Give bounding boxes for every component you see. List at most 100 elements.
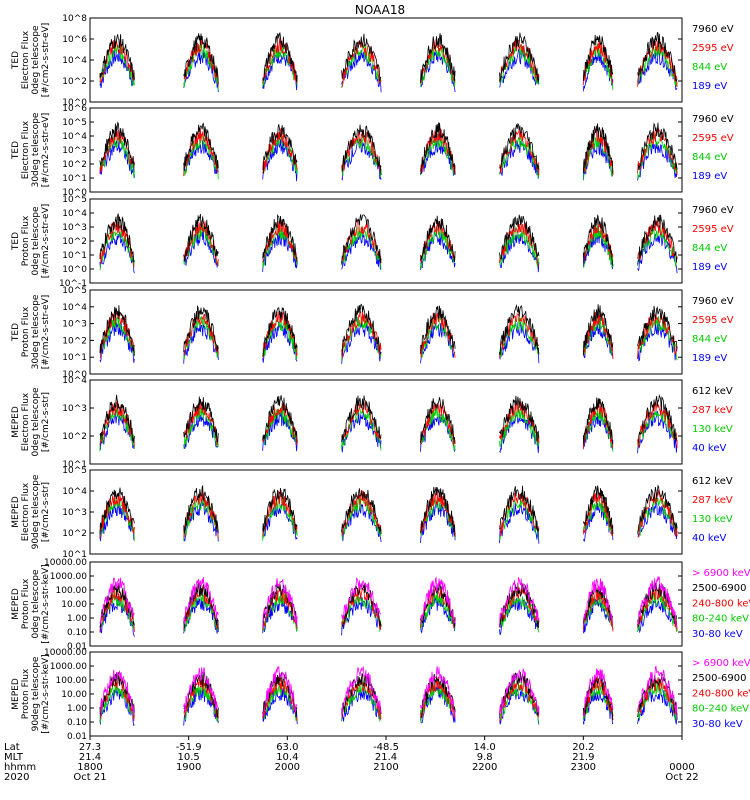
y-axis-label: TED	[11, 323, 21, 342]
legend-entry: 40 keV	[692, 533, 726, 544]
ytick-label: 1.00	[67, 614, 87, 624]
y-axis-label: Proton Flux	[21, 668, 31, 719]
panel-2: 10^0 10^1 10^2 10^3 10^4 10^5 10^6 TED Electron …	[11, 104, 734, 198]
ytick-label: 10^4	[62, 132, 87, 142]
ytick-label: 0.01	[67, 642, 87, 652]
legend-entry: 2595 eV	[692, 133, 734, 144]
x-row-label: Lat	[4, 742, 20, 753]
ytick-label: 1000.00	[50, 572, 87, 582]
legend-entry: 130 keV	[692, 424, 733, 435]
x-tick-label: 21.4	[375, 752, 397, 763]
series-line	[99, 494, 678, 542]
panel-frame	[89, 289, 683, 375]
y-axis-label: 90deg telescope	[31, 474, 41, 549]
y-axis-label: [#/cm2-s-str-keV]	[41, 564, 51, 643]
panel-4: 10^0 10^1 10^2 10^3 10^4 10^5 TED Proton Flux 30…	[11, 286, 734, 380]
panel-frame	[89, 379, 683, 465]
ytick-label: 10^2	[62, 77, 87, 87]
y-axis-label: TED	[11, 51, 21, 70]
legend-entry: 844 eV	[692, 334, 727, 345]
ytick-label: 0.01	[67, 732, 87, 742]
ytick-label: 10^4	[62, 56, 87, 66]
x-tick-label: Oct 21	[73, 772, 106, 783]
series-line	[99, 223, 678, 271]
x-row-label: MLT	[4, 752, 24, 763]
ytick-label: 10^8	[62, 14, 87, 24]
legend-entry: 80-240 keV	[692, 614, 749, 625]
legend-entry: 240-800 keV	[692, 598, 750, 609]
y-axis-label: 90deg telescope	[31, 656, 41, 731]
ytick-label: 10^6	[62, 104, 87, 114]
ytick-label: 100.00	[56, 586, 88, 596]
ytick-label: 0.10	[67, 628, 87, 638]
series-line	[99, 394, 678, 445]
legend-entry: 2595 eV	[692, 315, 734, 326]
x-tick-label: 21.9	[572, 752, 594, 763]
y-axis-label: MEPED	[11, 406, 21, 438]
legend-entry: 612 keV	[692, 476, 733, 487]
ytick-label: 10^2	[62, 336, 87, 346]
ytick-label: 10^6	[62, 35, 87, 45]
x-tick-label: 21.4	[79, 752, 101, 763]
ytick-label: 10^0	[62, 188, 87, 198]
legend-entry: 287 keV	[692, 495, 733, 506]
y-axis-label: MEPED	[11, 678, 21, 710]
x-tick-label: 14.0	[474, 742, 496, 753]
y-axis-label: [#/cm2-s-str-eV]	[41, 295, 51, 370]
ytick-label: 10^4	[62, 303, 87, 313]
legend-entry: 2500-6900	[692, 583, 747, 594]
ytick-label: 10^3	[62, 508, 87, 518]
ytick-label: 10^0	[62, 98, 87, 108]
ytick-label: 10^5	[62, 195, 87, 205]
x-row-label: hhmm	[4, 762, 36, 773]
legend-entry: 30-80 keV	[692, 629, 743, 640]
y-axis-label: 0deg telescope	[31, 569, 41, 639]
panel-frame	[89, 469, 683, 555]
legend-entry: > 6900 keV	[692, 658, 750, 669]
legend-entry: 7960 eV	[692, 296, 734, 307]
series-line	[99, 676, 678, 722]
y-axis-label: Proton Flux	[21, 306, 31, 357]
ytick-label: 10^3	[62, 223, 87, 233]
ytick-label: 10^1	[62, 251, 87, 261]
legend-entry: 40 keV	[692, 443, 726, 454]
ytick-label: 10^5	[62, 118, 87, 128]
legend-entry: 287 keV	[692, 405, 733, 416]
panel-5: 10^1 10^2 10^3 10^4 MEPED Electron Flux 0deg t…	[11, 376, 733, 470]
legend-entry: 80-240 keV	[692, 704, 749, 715]
series-line	[99, 670, 678, 721]
ytick-label: 10^2	[62, 237, 87, 247]
legend-entry: > 6900 keV	[692, 568, 750, 579]
panel-6: 10^1 10^2 10^3 10^4 10^5 MEPED Electron Flux 90…	[11, 466, 733, 560]
y-axis-label: Electron Flux	[21, 392, 31, 451]
y-axis-label: [#/cm2-s-str-eV]	[41, 23, 51, 98]
legend-entry: 844 eV	[692, 152, 727, 163]
series-line	[99, 405, 678, 452]
ytick-label: 10^-1	[59, 279, 87, 289]
y-axis-label: TED	[11, 141, 21, 160]
y-axis-label: 0deg telescope	[31, 387, 41, 457]
x-tick-label: 1900	[176, 762, 201, 773]
y-axis-label: 0deg telescope	[31, 206, 41, 276]
y-axis-label: [#/cm2-s-str-eV]	[41, 204, 51, 279]
x-tick-label: 2300	[571, 762, 596, 773]
ytick-label: 0.10	[67, 718, 87, 728]
ytick-label: 100.00	[56, 676, 88, 686]
x-tick-label: 2100	[373, 762, 398, 773]
ytick-label: 10^4	[62, 209, 87, 219]
ytick-label: 1000.00	[50, 662, 87, 672]
x-tick-label: -51.9	[176, 742, 202, 753]
ytick-label: 10.00	[61, 600, 87, 610]
legend-entry: 30-80 keV	[692, 719, 743, 730]
x-tick-label: 9.8	[477, 752, 493, 763]
ytick-label: 10^4	[62, 487, 87, 497]
y-axis-label: MEPED	[11, 496, 21, 528]
x-row-label: 2020	[4, 772, 29, 783]
panel-3: 10^-1 10^0 10^1 10^2 10^3 10^4 10^5 TED Proton F…	[11, 195, 734, 289]
y-axis-label: MEPED	[11, 588, 21, 620]
ytick-label: 10^5	[62, 286, 87, 296]
x-tick-label: 1800	[77, 762, 102, 773]
legend-entry: 189 eV	[692, 353, 727, 364]
